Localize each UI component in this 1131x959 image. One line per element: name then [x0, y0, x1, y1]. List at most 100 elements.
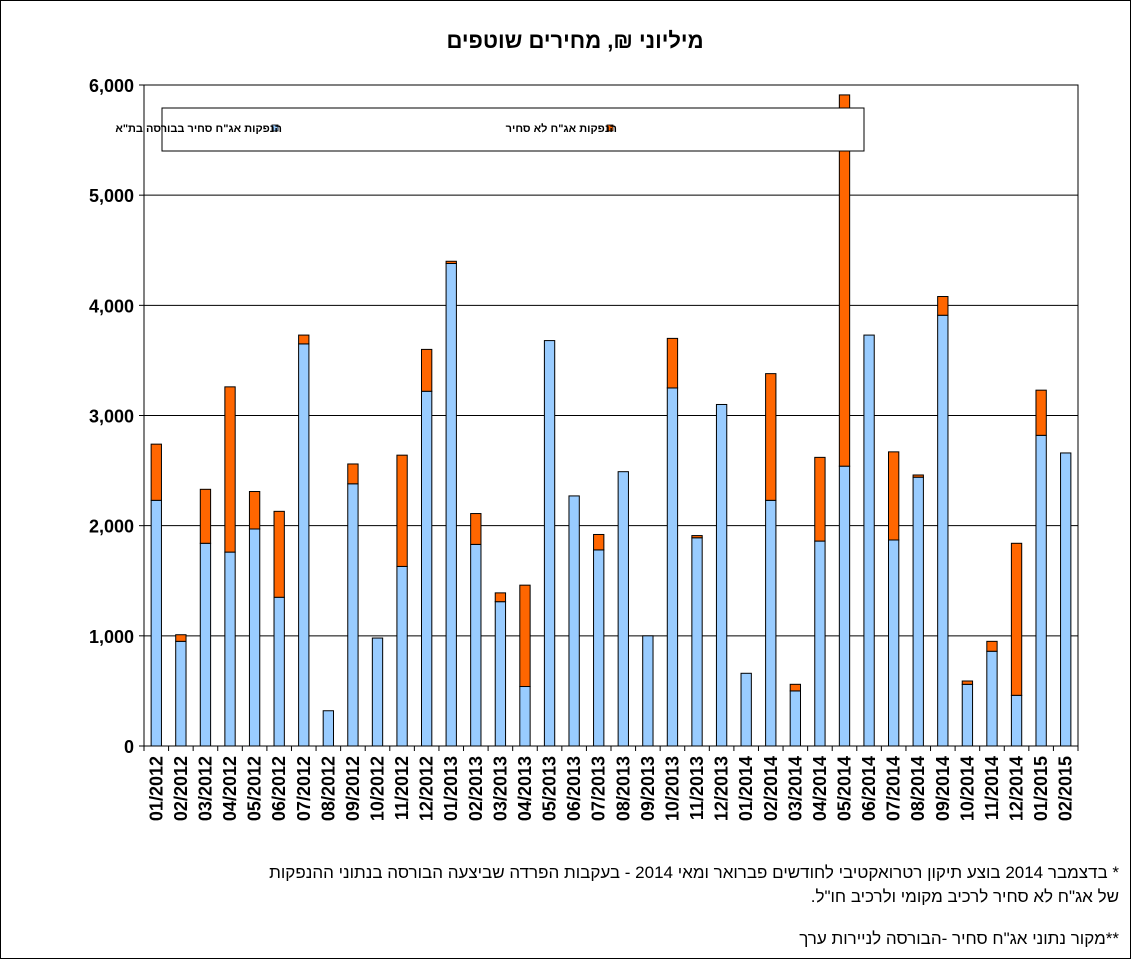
bar-traded [470, 543, 482, 747]
bar-traded [175, 640, 187, 747]
x-tick-label: 01/2015 [1031, 756, 1051, 821]
bar-traded [494, 601, 507, 747]
x-tick-label: 02/2012 [171, 756, 191, 821]
bar-nontraded [887, 451, 900, 541]
bar-traded [199, 542, 212, 747]
bar-traded [765, 499, 777, 747]
bar-nontraded [347, 463, 359, 485]
bar-nontraded [838, 94, 851, 467]
chart-title: מיליוני ₪, מחירים שוטפים [446, 28, 703, 53]
x-tick-label: 10/2012 [368, 756, 388, 821]
legend-swatch-traded [271, 124, 279, 132]
y-tick-label: 4,000 [89, 296, 134, 316]
bar-traded [371, 637, 384, 747]
x-tick-label: 11/2014 [982, 756, 1002, 820]
x-tick-label: 06/2014 [859, 756, 879, 821]
x-tick-label: 10/2013 [662, 756, 682, 821]
bar-traded [789, 690, 802, 747]
bar-traded [740, 672, 752, 747]
x-tick-label: 04/2014 [810, 756, 830, 821]
bar-nontraded [494, 592, 507, 603]
x-tick-label: 03/2014 [785, 756, 805, 821]
bar-traded [1035, 434, 1047, 747]
x-tick-label: 09/2014 [933, 756, 953, 821]
x-tick-label: 04/2012 [220, 756, 240, 821]
bar-nontraded [199, 488, 212, 544]
x-tick-label: 12/2014 [1007, 756, 1027, 821]
bar-nontraded [961, 680, 974, 685]
legend-swatch-nontraded [606, 124, 614, 132]
footnote-line-2: של אג"ח לא סחיר לרכיב מקומי ולרכיב חו"ל. [810, 887, 1119, 906]
x-tick-label: 08/2012 [318, 756, 338, 821]
x-tick-label: 02/2014 [761, 756, 781, 821]
x-tick-label: 07/2013 [589, 756, 609, 821]
bar-traded [961, 683, 974, 747]
bar-nontraded [937, 296, 949, 316]
bar-traded [666, 387, 679, 747]
bar-traded [863, 334, 875, 747]
bar-traded [617, 471, 629, 747]
bar-nontraded [420, 348, 433, 392]
bar-traded [298, 343, 310, 747]
x-tick-label: 01/2014 [736, 756, 756, 821]
bars [150, 94, 1072, 747]
bar-nontraded [986, 640, 998, 652]
x-tick-label: 04/2013 [515, 756, 535, 821]
legend-label-nontraded: הנפקות אג"ח לא סחיר [506, 122, 617, 135]
bar-traded [519, 686, 531, 747]
footnote-source: **מקור נתוני אג"ח סחיר -הבורסה לניירות ע… [799, 929, 1119, 948]
x-tick-label: 06/2012 [269, 756, 289, 821]
bar-traded [1010, 694, 1023, 747]
x-tick-label: 03/2013 [490, 756, 510, 821]
y-tick-label: 0 [124, 737, 134, 757]
x-tick-label: 01/2012 [146, 756, 166, 821]
bar-nontraded [765, 373, 777, 501]
x-tick-label: 05/2014 [835, 756, 855, 821]
bar-traded [715, 403, 728, 747]
bar-nontraded [150, 443, 162, 501]
bar-nontraded [248, 491, 261, 530]
x-tick-label: 12/2012 [417, 756, 437, 821]
x-tick-label: 07/2014 [884, 756, 904, 821]
bar-traded [912, 476, 924, 747]
bar-nontraded [912, 474, 924, 478]
bar-nontraded [224, 386, 236, 553]
x-tick-label: 12/2013 [712, 756, 732, 821]
x-tick-label: 01/2013 [441, 756, 461, 821]
x-tick-label: 02/2013 [466, 756, 486, 821]
y-axis: 0 1,000 2,000 3,000 4,000 5,000 6,000 [89, 76, 144, 757]
bar-traded [986, 650, 998, 747]
legend-box [161, 107, 865, 152]
bar-nontraded [175, 634, 187, 642]
bar-traded [273, 596, 285, 747]
bar-traded [248, 528, 261, 747]
bar-traded [691, 537, 703, 747]
legend-label-traded: הנפקות אג"ח סחיר בבורסה בת"א [115, 123, 282, 135]
bar-nontraded [1035, 389, 1047, 436]
bar-traded [642, 635, 654, 747]
bar-traded [593, 549, 605, 747]
x-tick-label: 05/2012 [245, 756, 265, 821]
x-tick-label: 11/2013 [687, 756, 707, 820]
bar-nontraded [445, 260, 457, 264]
y-tick-label: 2,000 [89, 517, 134, 537]
bar-traded [937, 314, 949, 747]
bar-nontraded [789, 683, 802, 692]
bar-traded [568, 495, 580, 747]
x-tick-label: 10/2014 [957, 756, 977, 821]
bar-traded [224, 551, 236, 747]
y-tick-label: 1,000 [89, 627, 134, 647]
y-tick-label: 3,000 [89, 407, 134, 427]
x-tick-label: 03/2012 [195, 756, 215, 821]
bar-nontraded [519, 584, 531, 688]
x-tick-label: 02/2015 [1056, 756, 1076, 821]
y-tick-label: 6,000 [89, 76, 134, 96]
x-tick-label: 08/2013 [613, 756, 633, 821]
y-tick-label: 5,000 [89, 186, 134, 206]
bar-traded [543, 340, 556, 747]
bar-nontraded [1010, 542, 1023, 696]
bar-traded [347, 483, 359, 747]
bar-nontraded [273, 510, 285, 598]
bar-traded [814, 540, 826, 747]
